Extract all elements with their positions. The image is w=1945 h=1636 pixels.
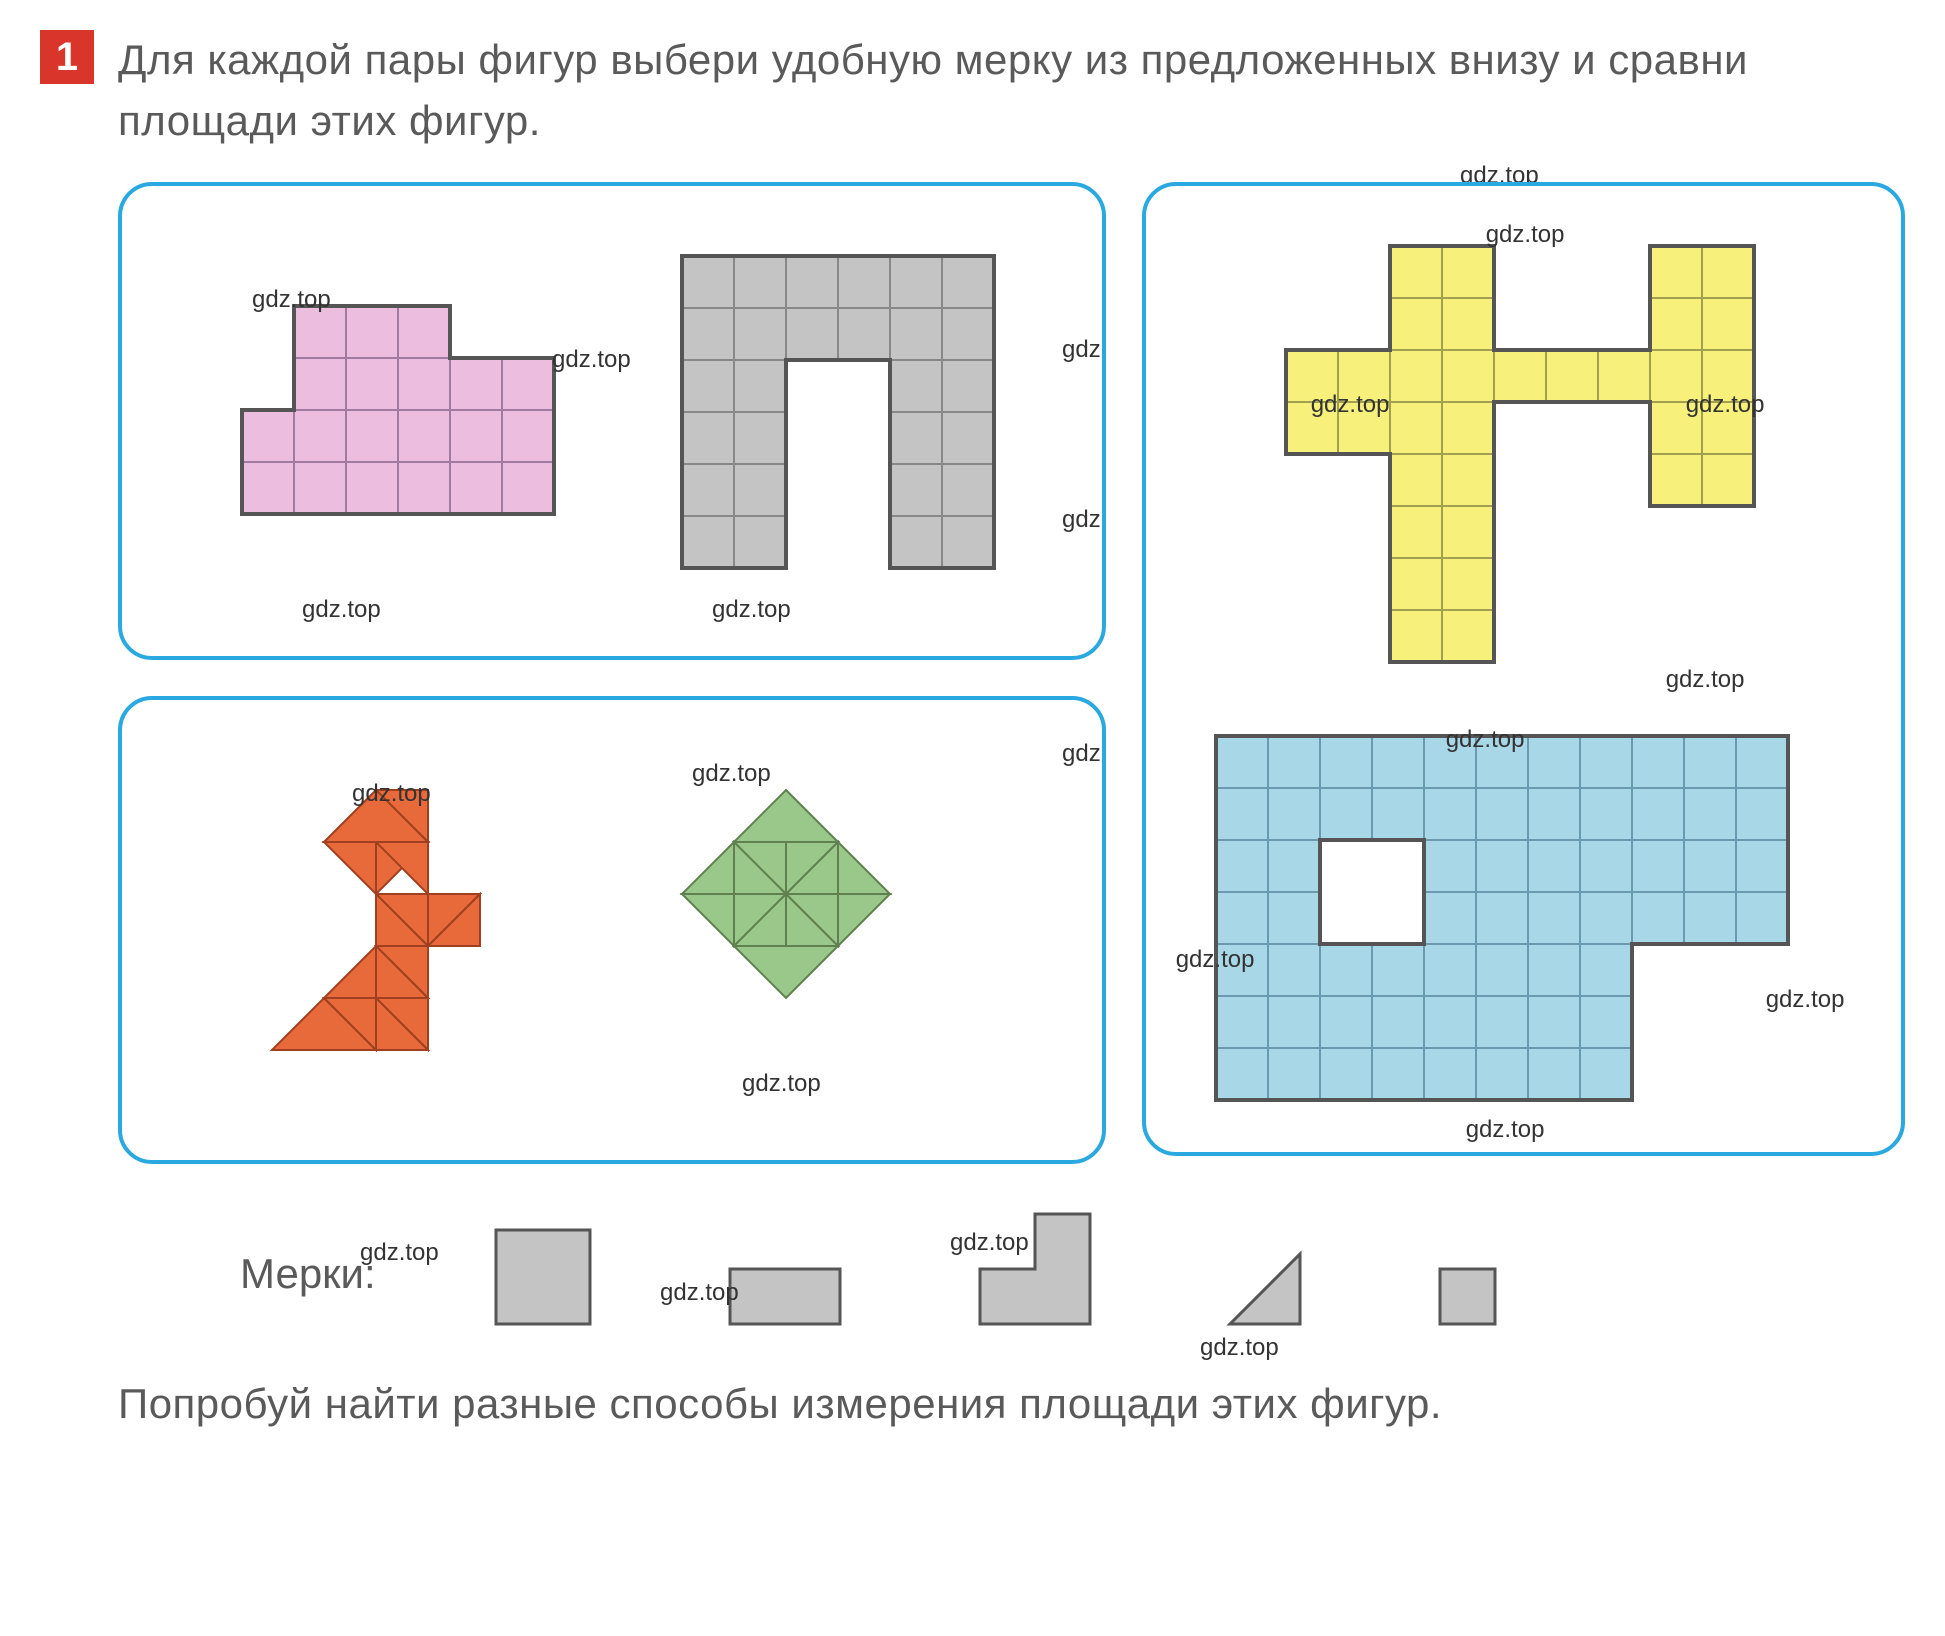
- task-number-badge: 1: [40, 30, 94, 84]
- panel-2: gdz.topgdz.topgdz.topgdz.top: [118, 696, 1106, 1164]
- bottom-text: Попробуй найти разные способы измерения …: [40, 1374, 1905, 1435]
- panel-3: gdz.topgdz.topgdz.topgdz.topgdz.topgdz.t…: [1142, 182, 1905, 1156]
- merki-label: Мерки:: [240, 1250, 376, 1298]
- merki-row: Мерки: gdz.topgdz.topgdz.topgdz.top: [40, 1204, 1905, 1344]
- panel-1: gdz.topgdz.topgdz.topgdz.topgdz.topgdz.t…: [118, 182, 1106, 660]
- task-text: Для каждой пары фигур выбери удобную мер…: [118, 30, 1905, 152]
